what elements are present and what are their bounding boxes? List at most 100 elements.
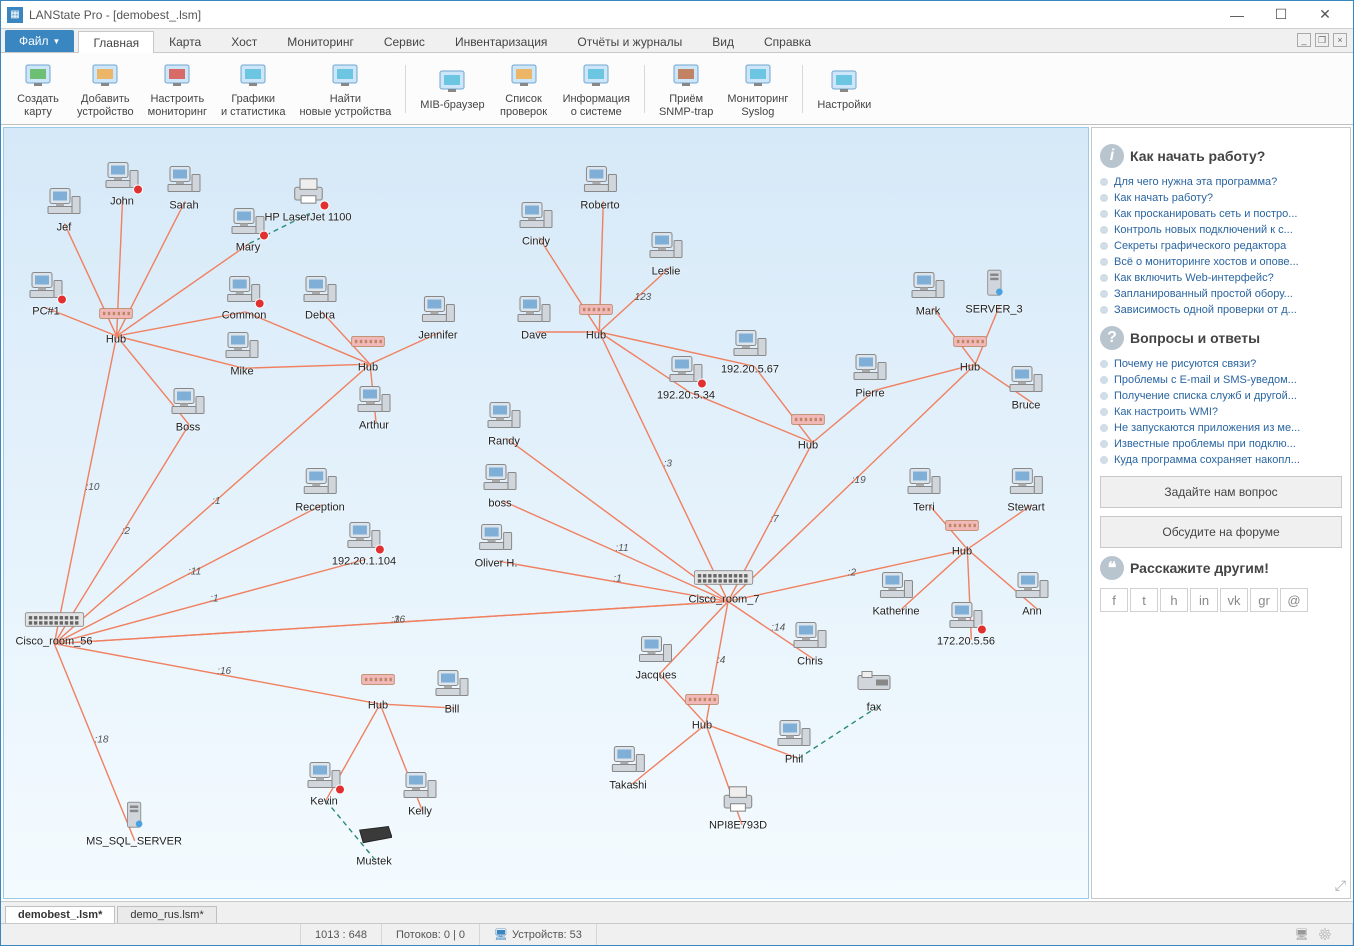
node-NPI8E793D[interactable]: NPI8E793D [709,785,767,832]
mdi-minimize-button[interactable]: _ [1297,33,1311,47]
social-4[interactable]: vk [1220,588,1248,612]
node-Terri[interactable]: Terri [906,467,942,514]
node-Ann[interactable]: Ann [1014,571,1050,618]
ribbon-settings[interactable]: Настройки [811,57,877,121]
start-link-4[interactable]: Секреты графического редактора [1100,238,1342,254]
start-link-3[interactable]: Контроль новых подключений к с... [1100,222,1342,238]
node-Cindy[interactable]: Cindy [518,201,554,248]
node-Boss[interactable]: Boss [170,387,206,434]
tab-6[interactable]: Отчёты и журналы [562,30,697,52]
minimize-button[interactable]: — [1215,2,1259,28]
tab-1[interactable]: Карта [154,30,216,52]
node-Oliver H.[interactable]: Oliver H. [475,523,518,570]
node-Mary[interactable]: Mary [230,207,266,254]
ribbon-checks[interactable]: Списокпроверок [493,57,555,121]
tab-2[interactable]: Хост [216,30,272,52]
node-Cisco_room_7[interactable]: Cisco_room_7 [689,567,760,606]
start-link-5[interactable]: Всё о мониторинге хостов и опове... [1100,254,1342,270]
tab-7[interactable]: Вид [697,30,749,52]
start-link-0[interactable]: Для чего нужна эта программа? [1100,174,1342,190]
node-Dave[interactable]: Dave [516,295,552,342]
node-hub7[interactable]: Hub [944,511,980,558]
file-menu-button[interactable]: Файл ▼ [5,30,74,52]
start-link-6[interactable]: Как включить Web-интерфейс? [1100,270,1342,286]
node-192.20.1.104[interactable]: 192.20.1.104 [332,521,396,568]
social-3[interactable]: in [1190,588,1218,612]
node-Phil[interactable]: Phil [776,719,812,766]
node-Jennifer[interactable]: Jennifer [418,295,457,342]
faq-link-4[interactable]: Не запускаются приложения из ме... [1100,420,1342,436]
faq-link-5[interactable]: Известные проблемы при подклю... [1100,436,1342,452]
node-hub2[interactable]: Hub [350,327,386,374]
node-Katherine[interactable]: Katherine [872,571,919,618]
forum-button[interactable]: Обсудите на форуме [1100,516,1342,548]
network-map[interactable]: :10:2:1:11:1:3:16:18123:3:11:1:16:7:19:2… [3,127,1089,899]
node-hub6[interactable]: Hub [952,327,988,374]
node-Arthur[interactable]: Arthur [356,385,392,432]
node-SERVER_3[interactable]: SERVER_3 [965,269,1022,316]
node-fax[interactable]: fax [856,667,892,714]
social-2[interactable]: h [1160,588,1188,612]
ribbon-sysinfo[interactable]: Информацияо системе [557,57,636,121]
node-192.20.5.34[interactable]: 192.20.5.34 [657,355,715,402]
node-hub8[interactable]: Hub [684,685,720,732]
ribbon-charts[interactable]: Графикии статистика [215,57,292,121]
doc-tab-0[interactable]: demobest_.lsm* [5,906,115,923]
node-Roberto[interactable]: Roberto [580,165,619,212]
node-Common[interactable]: Common [222,275,267,322]
social-1[interactable]: t [1130,588,1158,612]
social-0[interactable]: f [1100,588,1128,612]
ribbon-find[interactable]: Найтиновые устройства [293,57,397,121]
node-192.20.5.67[interactable]: 192.20.5.67 [721,329,779,376]
node-PC#1[interactable]: PC#1 [28,271,64,318]
close-button[interactable]: ✕ [1303,2,1347,28]
ribbon-add-device[interactable]: Добавитьустройство [71,57,140,121]
ribbon-monitoring[interactable]: Настроитьмониторинг [142,57,213,121]
node-Bill[interactable]: Bill [434,669,470,716]
tab-8[interactable]: Справка [749,30,826,52]
node-Mike[interactable]: Mike [224,331,260,378]
node-MS_SQL_SERVER[interactable]: MS_SQL_SERVER [86,801,182,848]
ribbon-snmp[interactable]: ПриёмSNMP-trap [653,57,719,121]
node-boss2[interactable]: boss [482,463,518,510]
mdi-close-button[interactable]: × [1333,33,1347,47]
start-link-8[interactable]: Зависимость одной проверки от д... [1100,302,1342,318]
node-HP LaserJet 1100[interactable]: HP LaserJet 1100 [264,177,351,224]
node-Jef[interactable]: Jef [46,187,82,234]
social-5[interactable]: gr [1250,588,1278,612]
node-Kevin[interactable]: Kevin [306,761,342,808]
maximize-button[interactable]: ☐ [1259,2,1303,28]
faq-link-3[interactable]: Как настроить WMI? [1100,404,1342,420]
tab-0[interactable]: Главная [78,31,154,53]
ask-question-button[interactable]: Задайте нам вопрос [1100,476,1342,508]
node-hub3[interactable]: Hub [360,665,396,712]
tab-3[interactable]: Мониторинг [272,30,369,52]
node-hub5[interactable]: Hub [790,405,826,452]
node-Takashi[interactable]: Takashi [609,745,646,792]
start-link-1[interactable]: Как начать работу? [1100,190,1342,206]
ribbon-new-map[interactable]: Создатькарту [7,57,69,121]
node-Randy[interactable]: Randy [486,401,522,448]
tab-5[interactable]: Инвентаризация [440,30,562,52]
faq-link-6[interactable]: Куда программа сохраняет накопл... [1100,452,1342,468]
faq-link-2[interactable]: Получение списка служб и другой... [1100,388,1342,404]
node-hub1[interactable]: Hub [98,299,134,346]
node-Sarah[interactable]: Sarah [166,165,202,212]
node-Mustek[interactable]: Mustek [356,821,392,868]
node-Cisco_room_56[interactable]: Cisco_room_56 [15,609,92,648]
node-Chris[interactable]: Chris [792,621,828,668]
pin-icon[interactable]: ⤢ [1335,877,1346,894]
node-Reception[interactable]: Reception [295,467,345,514]
node-Leslie[interactable]: Leslie [648,231,684,278]
start-link-7[interactable]: Запланированный простой обору... [1100,286,1342,302]
node-172.20.5.56[interactable]: 172.20.5.56 [937,601,995,648]
node-hub4[interactable]: Hub [578,295,614,342]
doc-tab-1[interactable]: demo_rus.lsm* [117,906,216,923]
mdi-restore-button[interactable]: ❐ [1315,33,1329,47]
node-Bruce[interactable]: Bruce [1008,365,1044,412]
node-Kelly[interactable]: Kelly [402,771,438,818]
node-Stewart[interactable]: Stewart [1007,467,1044,514]
node-Debra[interactable]: Debra [302,275,338,322]
social-6[interactable]: @ [1280,588,1308,612]
start-link-2[interactable]: Как просканировать сеть и постро... [1100,206,1342,222]
